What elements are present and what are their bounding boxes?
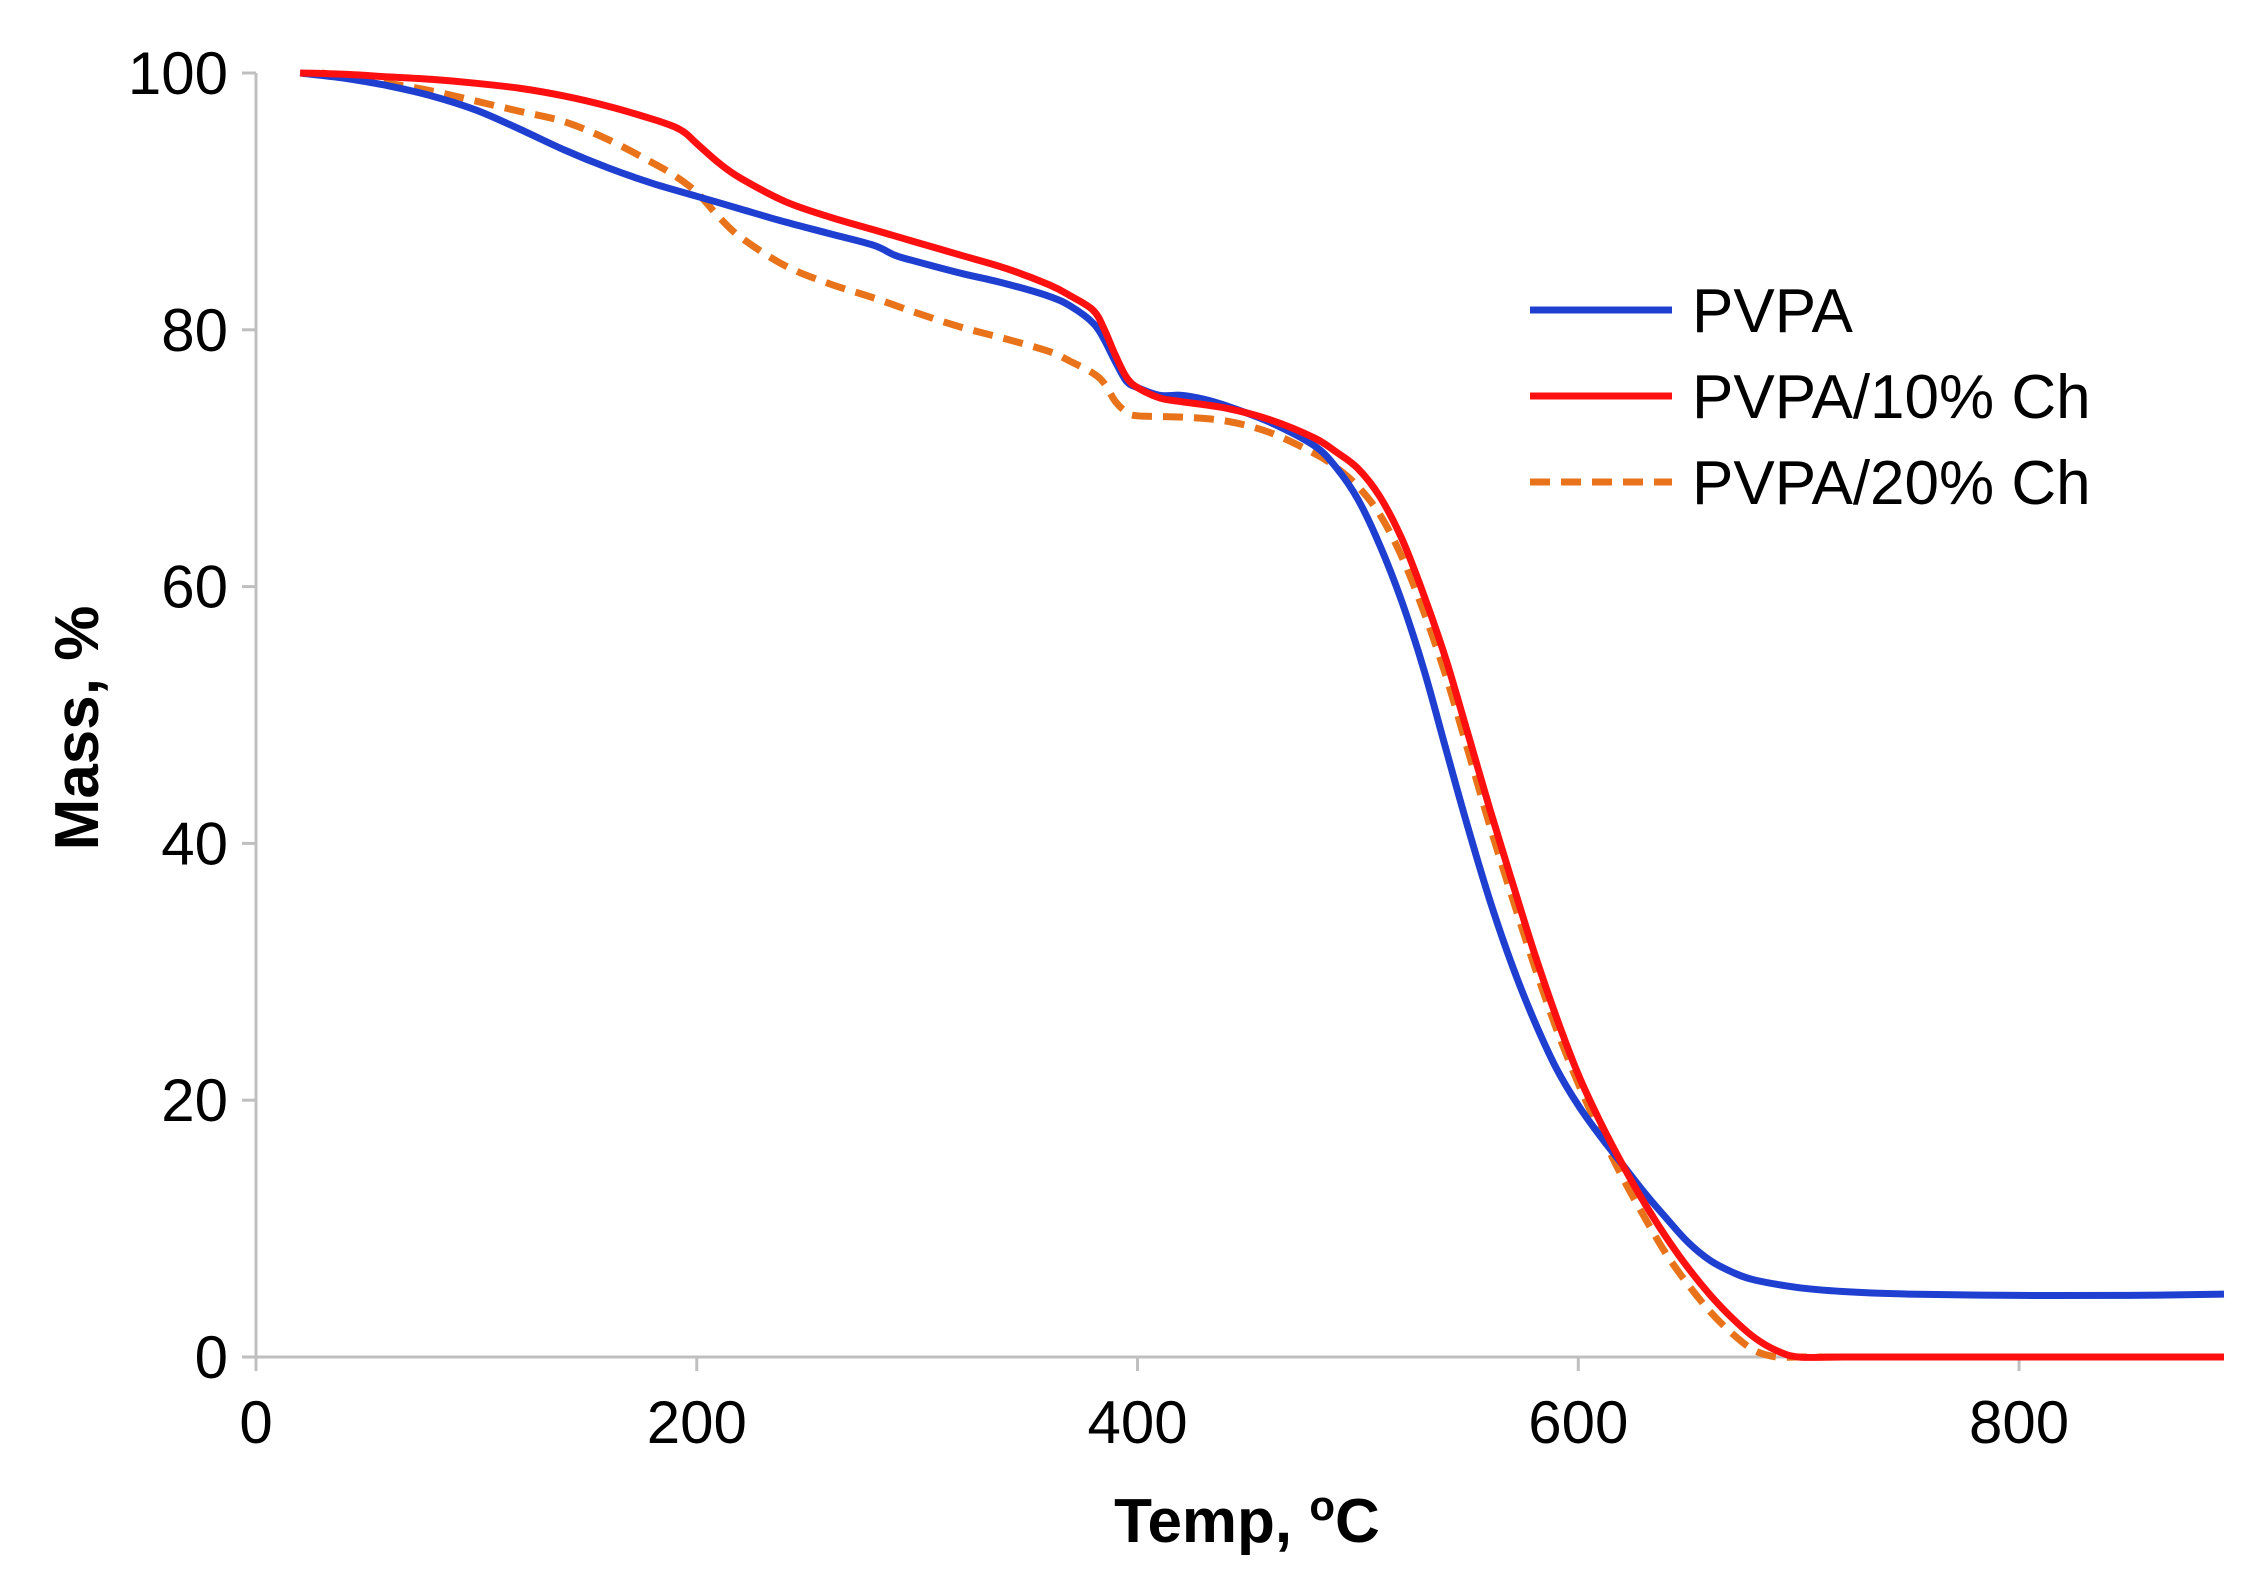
series-line-pvpa-10-ch: [300, 69, 2224, 1361]
y-tick-label: 0: [195, 1324, 228, 1391]
legend-label-pvpa-10-ch: PVPA/10% Ch: [1692, 363, 2091, 432]
y-tick-label: 20: [161, 1067, 228, 1134]
x-tick-label: 600: [1528, 1389, 1628, 1456]
legend-label-pvpa: PVPA: [1692, 277, 1853, 346]
x-tick-label: 0: [239, 1389, 272, 1456]
series-group: [299, 69, 2225, 1361]
x-tick-label: 200: [647, 1389, 747, 1456]
legend: PVPA PVPA/10% Ch PVPA/20% Ch: [1530, 277, 2091, 518]
y-tick-label: 40: [161, 810, 228, 877]
axes: 0 20 40 60 80 100 0 200 400 600 800: [128, 40, 2224, 1456]
y-tick-label: 80: [161, 297, 228, 364]
y-axis-title: Mass, %: [43, 606, 112, 851]
legend-label-pvpa-20-ch: PVPA/20% Ch: [1692, 449, 2091, 518]
y-tick-label: 100: [128, 40, 228, 107]
x-axis-title: Temp, oC: [1114, 1482, 1380, 1556]
x-tick-label: 800: [1969, 1389, 2069, 1456]
x-tick-label: 400: [1087, 1389, 1187, 1456]
series-line-pvpa-20-ch: [321, 69, 2224, 1361]
y-tick-label: 60: [161, 554, 228, 621]
